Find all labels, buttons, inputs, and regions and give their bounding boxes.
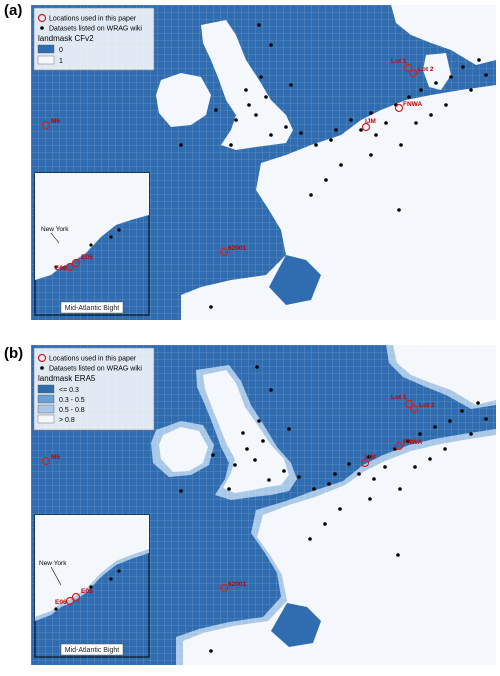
- location-markers: M6 IJM FNWA Lot 1 Lot 2 62001: [41, 394, 435, 593]
- location-m6-marker: [41, 456, 51, 466]
- legend-mask-title: landmask ERA5: [38, 374, 96, 383]
- location-e05-label: E05: [81, 254, 93, 261]
- panel-b-label: (b): [4, 345, 24, 362]
- location-ijm-label: IJM: [365, 118, 376, 125]
- location-lot1-marker: [403, 63, 413, 73]
- map-panel-b: M6 IJM FNWA Lot 1 Lot 2 62001 Locations …: [31, 345, 496, 665]
- legend-class-1: 1: [59, 58, 63, 65]
- location-fnwa-label: FNWA: [403, 101, 422, 108]
- location-62001-label: 62001: [228, 245, 246, 252]
- bay-of-biscay: [269, 255, 321, 305]
- location-m6-label: M6: [51, 118, 60, 125]
- legend-locations-label: Locations used in this paper: [49, 16, 137, 23]
- legend-class-3: > 0.8: [59, 417, 75, 424]
- location-lot1-label: Lot 1: [391, 394, 407, 401]
- location-62001-marker: [219, 583, 229, 593]
- legend-class-1: 0.3 - 0.5: [59, 397, 85, 404]
- location-62001-marker: [219, 247, 229, 257]
- location-e06-label: E06: [55, 265, 67, 272]
- inset-title: Mid-Atlantic Bight: [65, 305, 120, 312]
- panel-a-label: (a): [4, 2, 23, 19]
- legend-class-2: 0.5 - 0.8: [59, 407, 85, 414]
- inset-city-label: New York: [41, 226, 69, 233]
- dataset-dots: [179, 23, 488, 309]
- location-e06-label: E06: [55, 599, 67, 606]
- location-fnwa-marker: [394, 103, 404, 113]
- location-lot1-marker: [404, 399, 414, 409]
- location-m6-label: M6: [51, 454, 60, 461]
- location-lot2-marker: [408, 68, 418, 78]
- location-fnwa-label: FNWA: [403, 439, 422, 446]
- legend-datasets-label: Datasets listed on WRAG wiki: [49, 26, 142, 33]
- legend-class-0: <= 0.3: [59, 387, 79, 394]
- location-m6-marker: [41, 120, 51, 130]
- location-ijm-marker: [360, 458, 370, 468]
- inset-a: New York E05 E06 Mid-Atlantic Bight: [34, 172, 150, 316]
- inset-city-label: New York: [39, 560, 67, 567]
- location-62001-label: 62001: [228, 581, 246, 588]
- location-markers: M6 IJM FNWA Lot 1 Lot 2 62001: [41, 58, 434, 257]
- location-lot2-label: Lot 2: [419, 402, 435, 409]
- dataset-dots: [179, 365, 488, 653]
- legend-mask-title: landmask CFv2: [38, 34, 94, 43]
- bay-of-biscay: [271, 603, 321, 647]
- inset-b: New York E05 E06 Mid-Atlantic Bight: [34, 514, 150, 658]
- legend-a: Locations used in this paper Datasets li…: [33, 7, 155, 71]
- legend-datasets-label: Datasets listed on WRAG wiki: [49, 366, 142, 373]
- legend-class-0: 0: [59, 47, 63, 54]
- legend-locations-label: Locations used in this paper: [49, 356, 137, 363]
- location-e05-label: E05: [81, 588, 93, 595]
- map-panel-a: M6 IJM FNWA Lot 1 Lot 2 62001 Locations …: [31, 5, 496, 320]
- location-ijm-label: IJM: [365, 454, 376, 461]
- location-lot2-marker: [409, 404, 419, 414]
- location-fnwa-marker: [394, 441, 404, 451]
- location-lot2-label: Lot 2: [418, 66, 434, 73]
- legend-b: Locations used in this paper Datasets li…: [33, 347, 155, 431]
- inset-title: Mid-Atlantic Bight: [65, 647, 120, 654]
- location-lot1-label: Lot 1: [391, 58, 407, 65]
- location-ijm-marker: [361, 122, 371, 132]
